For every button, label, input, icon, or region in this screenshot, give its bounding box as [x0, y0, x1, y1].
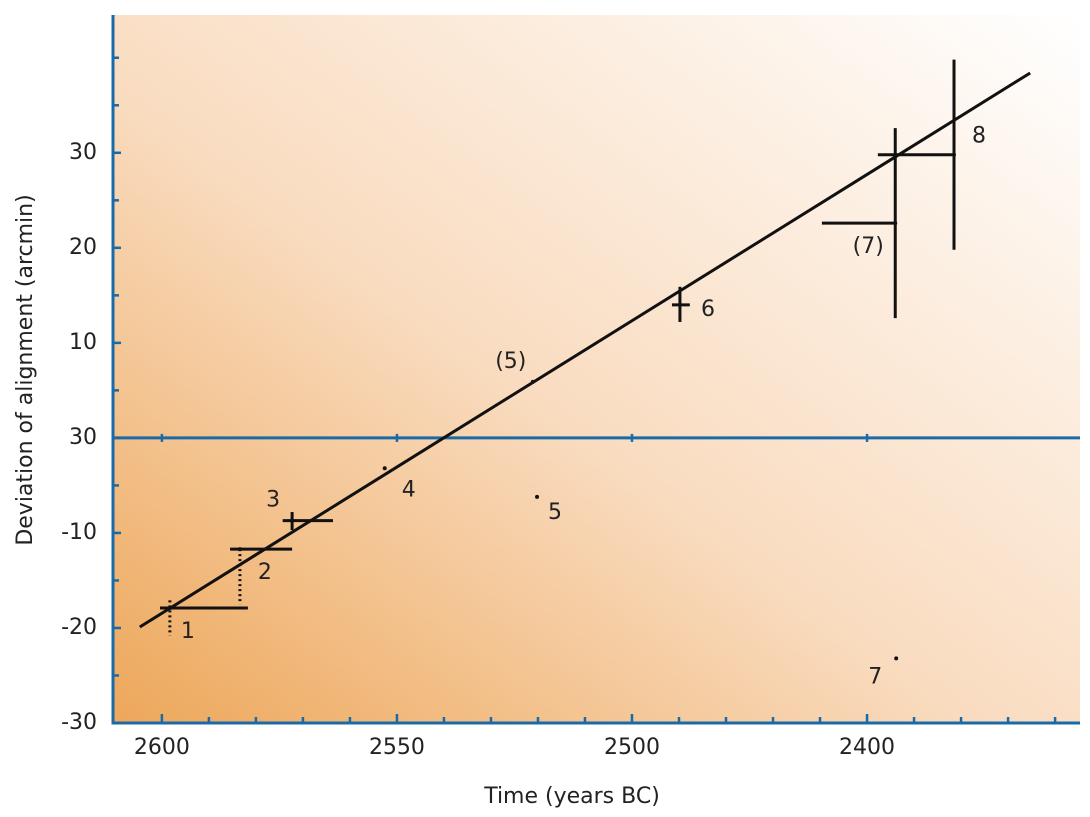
- point: [952, 152, 957, 157]
- point-label: 6: [701, 297, 715, 322]
- point: [677, 302, 682, 307]
- point: [894, 656, 899, 661]
- point-label: 5: [548, 500, 562, 525]
- y-axis-label: Deviation of alignment (arcmin): [13, 194, 38, 545]
- point-label: (7): [853, 234, 884, 259]
- point-label: (5): [495, 349, 526, 374]
- point-label: 1: [181, 619, 195, 644]
- x-tick-label: 2400: [839, 735, 895, 760]
- plot-background: [113, 15, 1080, 723]
- point: [237, 547, 242, 552]
- point: [530, 379, 535, 384]
- point: [290, 518, 295, 523]
- point: [167, 606, 172, 611]
- fit-line: [139, 71, 1031, 629]
- y-tick-label: 10: [69, 330, 97, 355]
- y-tick-label: -20: [61, 615, 97, 640]
- x-axis-label: Time (years BC): [483, 784, 660, 809]
- point-label: 4: [402, 477, 416, 502]
- y-tick-label: 20: [69, 235, 97, 260]
- point-label: 3: [266, 488, 280, 513]
- point-label: 7: [868, 664, 882, 689]
- point-label: 2: [258, 560, 272, 585]
- point: [535, 494, 540, 499]
- y-tick-label: 30: [69, 425, 97, 450]
- x-tick-label: 2500: [604, 735, 660, 760]
- x-tick-label: 2600: [134, 735, 190, 760]
- point: [893, 221, 898, 226]
- point: [382, 466, 387, 471]
- y-tick-label: 30: [69, 140, 97, 165]
- y-tick-label: -30: [61, 710, 97, 735]
- x-tick-label: 2550: [369, 735, 425, 760]
- point-label: 8: [972, 124, 986, 149]
- y-tick-label: -10: [61, 520, 97, 545]
